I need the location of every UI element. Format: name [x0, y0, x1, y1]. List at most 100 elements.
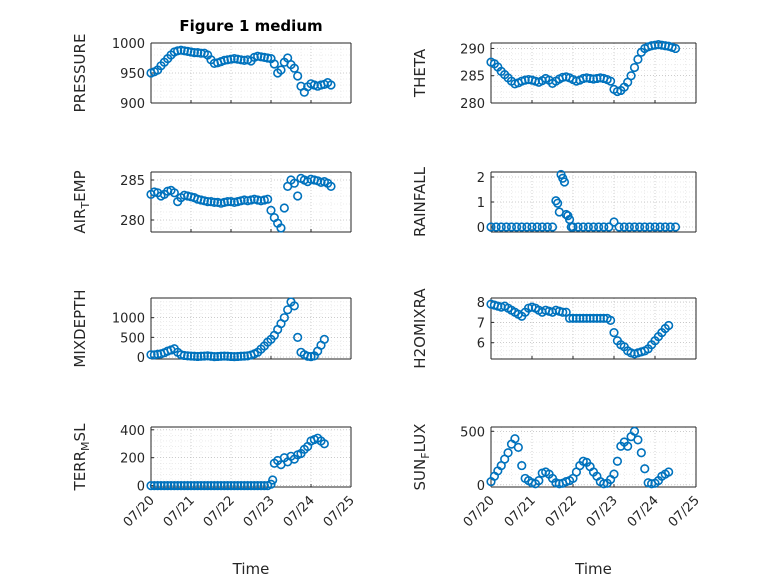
data-point — [319, 334, 329, 344]
data-point — [233, 481, 243, 491]
data-point — [558, 307, 568, 317]
data-point — [183, 481, 193, 491]
data-point — [279, 313, 289, 323]
data-point — [256, 481, 266, 491]
data-point — [156, 481, 166, 491]
data-point — [236, 55, 246, 65]
x-tick-label: 07/20 — [121, 493, 158, 530]
data-point — [605, 76, 616, 86]
x-tick-label: 07/24 — [281, 493, 318, 530]
data-point — [496, 222, 506, 232]
data-point — [629, 222, 640, 232]
data-point — [612, 456, 623, 466]
data-point — [303, 351, 313, 361]
x-tick-label: 07/21 — [161, 493, 198, 530]
data-point — [186, 481, 196, 491]
data-point — [249, 481, 259, 491]
data-point — [223, 197, 233, 207]
subplot-mixdepth: 0 500 1000 MIXDEPTH — [71, 289, 352, 368]
data-point — [568, 222, 578, 232]
y-tick-label: 0 — [137, 351, 145, 366]
data-point — [263, 53, 273, 63]
y-tick-label: 280 — [460, 97, 485, 112]
data-point — [664, 467, 674, 477]
data-point — [664, 320, 674, 331]
data-point — [599, 222, 609, 232]
data-point — [289, 301, 299, 311]
data-point — [623, 441, 633, 451]
y-tick-label: 900 — [120, 97, 145, 112]
y-axis-label: SUNFLUX — [411, 424, 432, 491]
data-point — [199, 481, 209, 491]
data-point — [196, 351, 206, 361]
x-axis-label: Time — [574, 560, 612, 578]
data-point — [223, 481, 233, 491]
y-tick-label: 1 — [477, 196, 485, 211]
data-point — [527, 222, 537, 232]
subplot-theta: 280 285 290 THETA — [411, 40, 697, 112]
data-point — [209, 352, 219, 362]
data-point — [189, 47, 199, 58]
data-point — [166, 481, 176, 491]
data-point — [293, 191, 303, 201]
data-point — [216, 481, 226, 491]
data-point — [203, 481, 213, 491]
data-point — [512, 222, 522, 232]
data-point — [193, 47, 203, 58]
data-point — [159, 481, 169, 491]
data-point — [513, 442, 523, 452]
data-point — [655, 222, 665, 232]
subplot-terrmsl: 07/20 07/21 07/22 07/23 07/24 07/25 0 200 400 TER… — [71, 423, 358, 578]
data-point — [203, 197, 213, 207]
data-point — [246, 481, 256, 491]
data-point — [635, 222, 645, 232]
data-point — [326, 80, 336, 90]
x-tick-label: 07/21 — [502, 493, 539, 530]
y-tick-label: 8 — [477, 296, 485, 311]
data-point — [532, 222, 542, 232]
data-point — [614, 222, 624, 232]
data-point — [189, 351, 199, 361]
data-point — [186, 47, 196, 57]
data-point — [559, 177, 570, 187]
data-point — [283, 305, 293, 315]
data-point — [319, 439, 329, 449]
data-point — [219, 481, 229, 491]
y-axis-label: MIXDEPTH — [71, 289, 89, 367]
data-point — [266, 479, 276, 489]
data-point — [226, 54, 236, 64]
data-point — [219, 351, 229, 361]
data-point — [629, 426, 640, 436]
data-point — [609, 469, 619, 479]
data-point — [537, 222, 547, 232]
data-point — [229, 481, 239, 491]
data-point — [276, 65, 286, 75]
data-point — [547, 222, 558, 232]
y-axis-label: RAINFALL — [411, 166, 429, 237]
y-tick-label: 0 — [137, 480, 145, 495]
data-point — [223, 351, 233, 361]
y-tick-label: 290 — [460, 42, 485, 57]
data-point — [236, 351, 246, 361]
subplot-sunflux: 07/20 07/21 07/22 07/23 07/24 07/25 0 500 SUNFLU… — [411, 424, 703, 578]
y-tick-label: 0 — [477, 479, 485, 494]
y-tick-label: 950 — [120, 67, 145, 82]
data-point — [640, 464, 650, 474]
data-point — [594, 222, 604, 232]
data-point — [640, 222, 650, 232]
data-point — [279, 203, 289, 213]
data-point — [553, 198, 563, 208]
data-point — [226, 351, 236, 362]
y-tick-label: 280 — [120, 214, 145, 229]
data-point — [534, 475, 544, 486]
y-tick-label: 285 — [120, 174, 145, 189]
y-axis-label: H2OMIXRA — [411, 288, 429, 369]
data-point — [239, 481, 249, 491]
data-point — [650, 222, 660, 232]
data-point — [491, 222, 501, 232]
data-point — [289, 178, 299, 188]
data-point — [626, 71, 636, 81]
data-point — [193, 351, 203, 362]
data-point — [522, 222, 532, 232]
